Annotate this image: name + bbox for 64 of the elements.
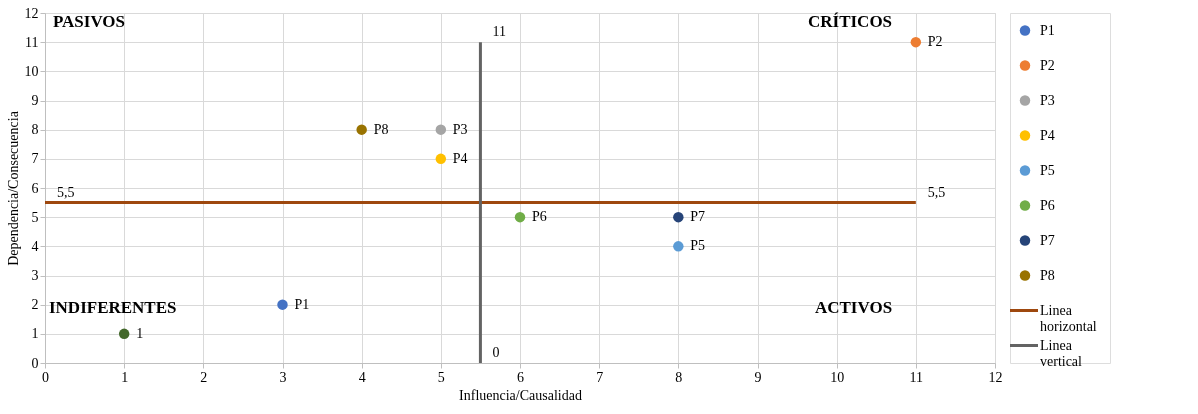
point xyxy=(118,328,130,340)
x-tick-label: 3 xyxy=(279,369,287,385)
text: P5 xyxy=(690,238,706,254)
x-axis-title: Influencia/Causalidad xyxy=(459,387,582,403)
annotation: INDIFERENTES xyxy=(48,297,177,317)
point xyxy=(910,36,922,48)
legend-label: P6 xyxy=(1040,197,1055,213)
x-tick-label: 7 xyxy=(596,369,604,385)
y-tick-label: 12 xyxy=(24,5,39,21)
text: P6 xyxy=(532,209,547,225)
text: P2 xyxy=(927,34,943,50)
y-tick-label: 0 xyxy=(31,355,39,371)
y-tick-label: 4 xyxy=(31,238,39,254)
x-tick-label: 11 xyxy=(909,369,924,385)
y-tick-label: 5 xyxy=(31,209,39,225)
legend-label: P3 xyxy=(1040,92,1055,108)
legend-label: P7 xyxy=(1040,232,1055,248)
y-tick-label: 9 xyxy=(31,93,39,108)
x-tick-label: 0 xyxy=(42,369,49,385)
text: P7 xyxy=(690,209,706,225)
y-tick-label: 3 xyxy=(31,268,39,283)
annotation: PASIVOS xyxy=(52,11,126,31)
x-tick-label: 2 xyxy=(200,369,208,385)
y-tick-label: 6 xyxy=(31,180,39,196)
point xyxy=(673,241,684,252)
x-tick-label: 4 xyxy=(358,369,366,385)
data-label: 5,5 xyxy=(57,184,75,200)
annotation: CRÍTICOS xyxy=(807,11,893,31)
legend-label: P1 xyxy=(1040,22,1055,38)
x-tick-label: 5 xyxy=(437,369,445,385)
x-tick-label: 10 xyxy=(830,369,845,385)
point xyxy=(435,153,447,165)
y-tick-label: 11 xyxy=(25,34,39,50)
point xyxy=(514,211,526,223)
y-tick-label: 1 xyxy=(31,326,39,342)
x-tick-label: 9 xyxy=(754,369,762,385)
legend-label: P5 xyxy=(1040,162,1055,178)
data-label: 11 xyxy=(492,24,506,40)
point xyxy=(435,124,447,135)
point xyxy=(356,124,367,135)
legend-label: P2 xyxy=(1040,57,1055,73)
x-tick-label: 12 xyxy=(988,369,1003,385)
data-label: 0 xyxy=(492,345,500,360)
text: P1 xyxy=(294,296,310,312)
point xyxy=(277,299,288,310)
y-axis-title: Dependencia/Consecuencia xyxy=(5,110,21,266)
y-tick-label: 7 xyxy=(31,151,39,167)
annotation: 1 xyxy=(136,325,144,341)
legend-label: Linea vertical xyxy=(1040,337,1083,369)
x-tick-label: 1 xyxy=(121,369,129,385)
legend-label: Linea horizontal xyxy=(1040,302,1097,334)
x-tick-label: 8 xyxy=(675,369,683,385)
data-label: 5,5 xyxy=(927,184,946,200)
text: P4 xyxy=(452,150,468,166)
annotation: ACTIVOS xyxy=(814,297,893,317)
x-tick-label: 6 xyxy=(517,369,524,385)
text: P3 xyxy=(452,121,468,137)
legend-label: P4 xyxy=(1040,127,1055,143)
legend-label: P8 xyxy=(1040,267,1055,283)
y-tick-label: 8 xyxy=(31,122,39,138)
y-tick-label: 10 xyxy=(24,63,39,79)
point xyxy=(673,211,684,223)
y-tick-label: 2 xyxy=(31,297,39,313)
text: P8 xyxy=(373,121,389,137)
